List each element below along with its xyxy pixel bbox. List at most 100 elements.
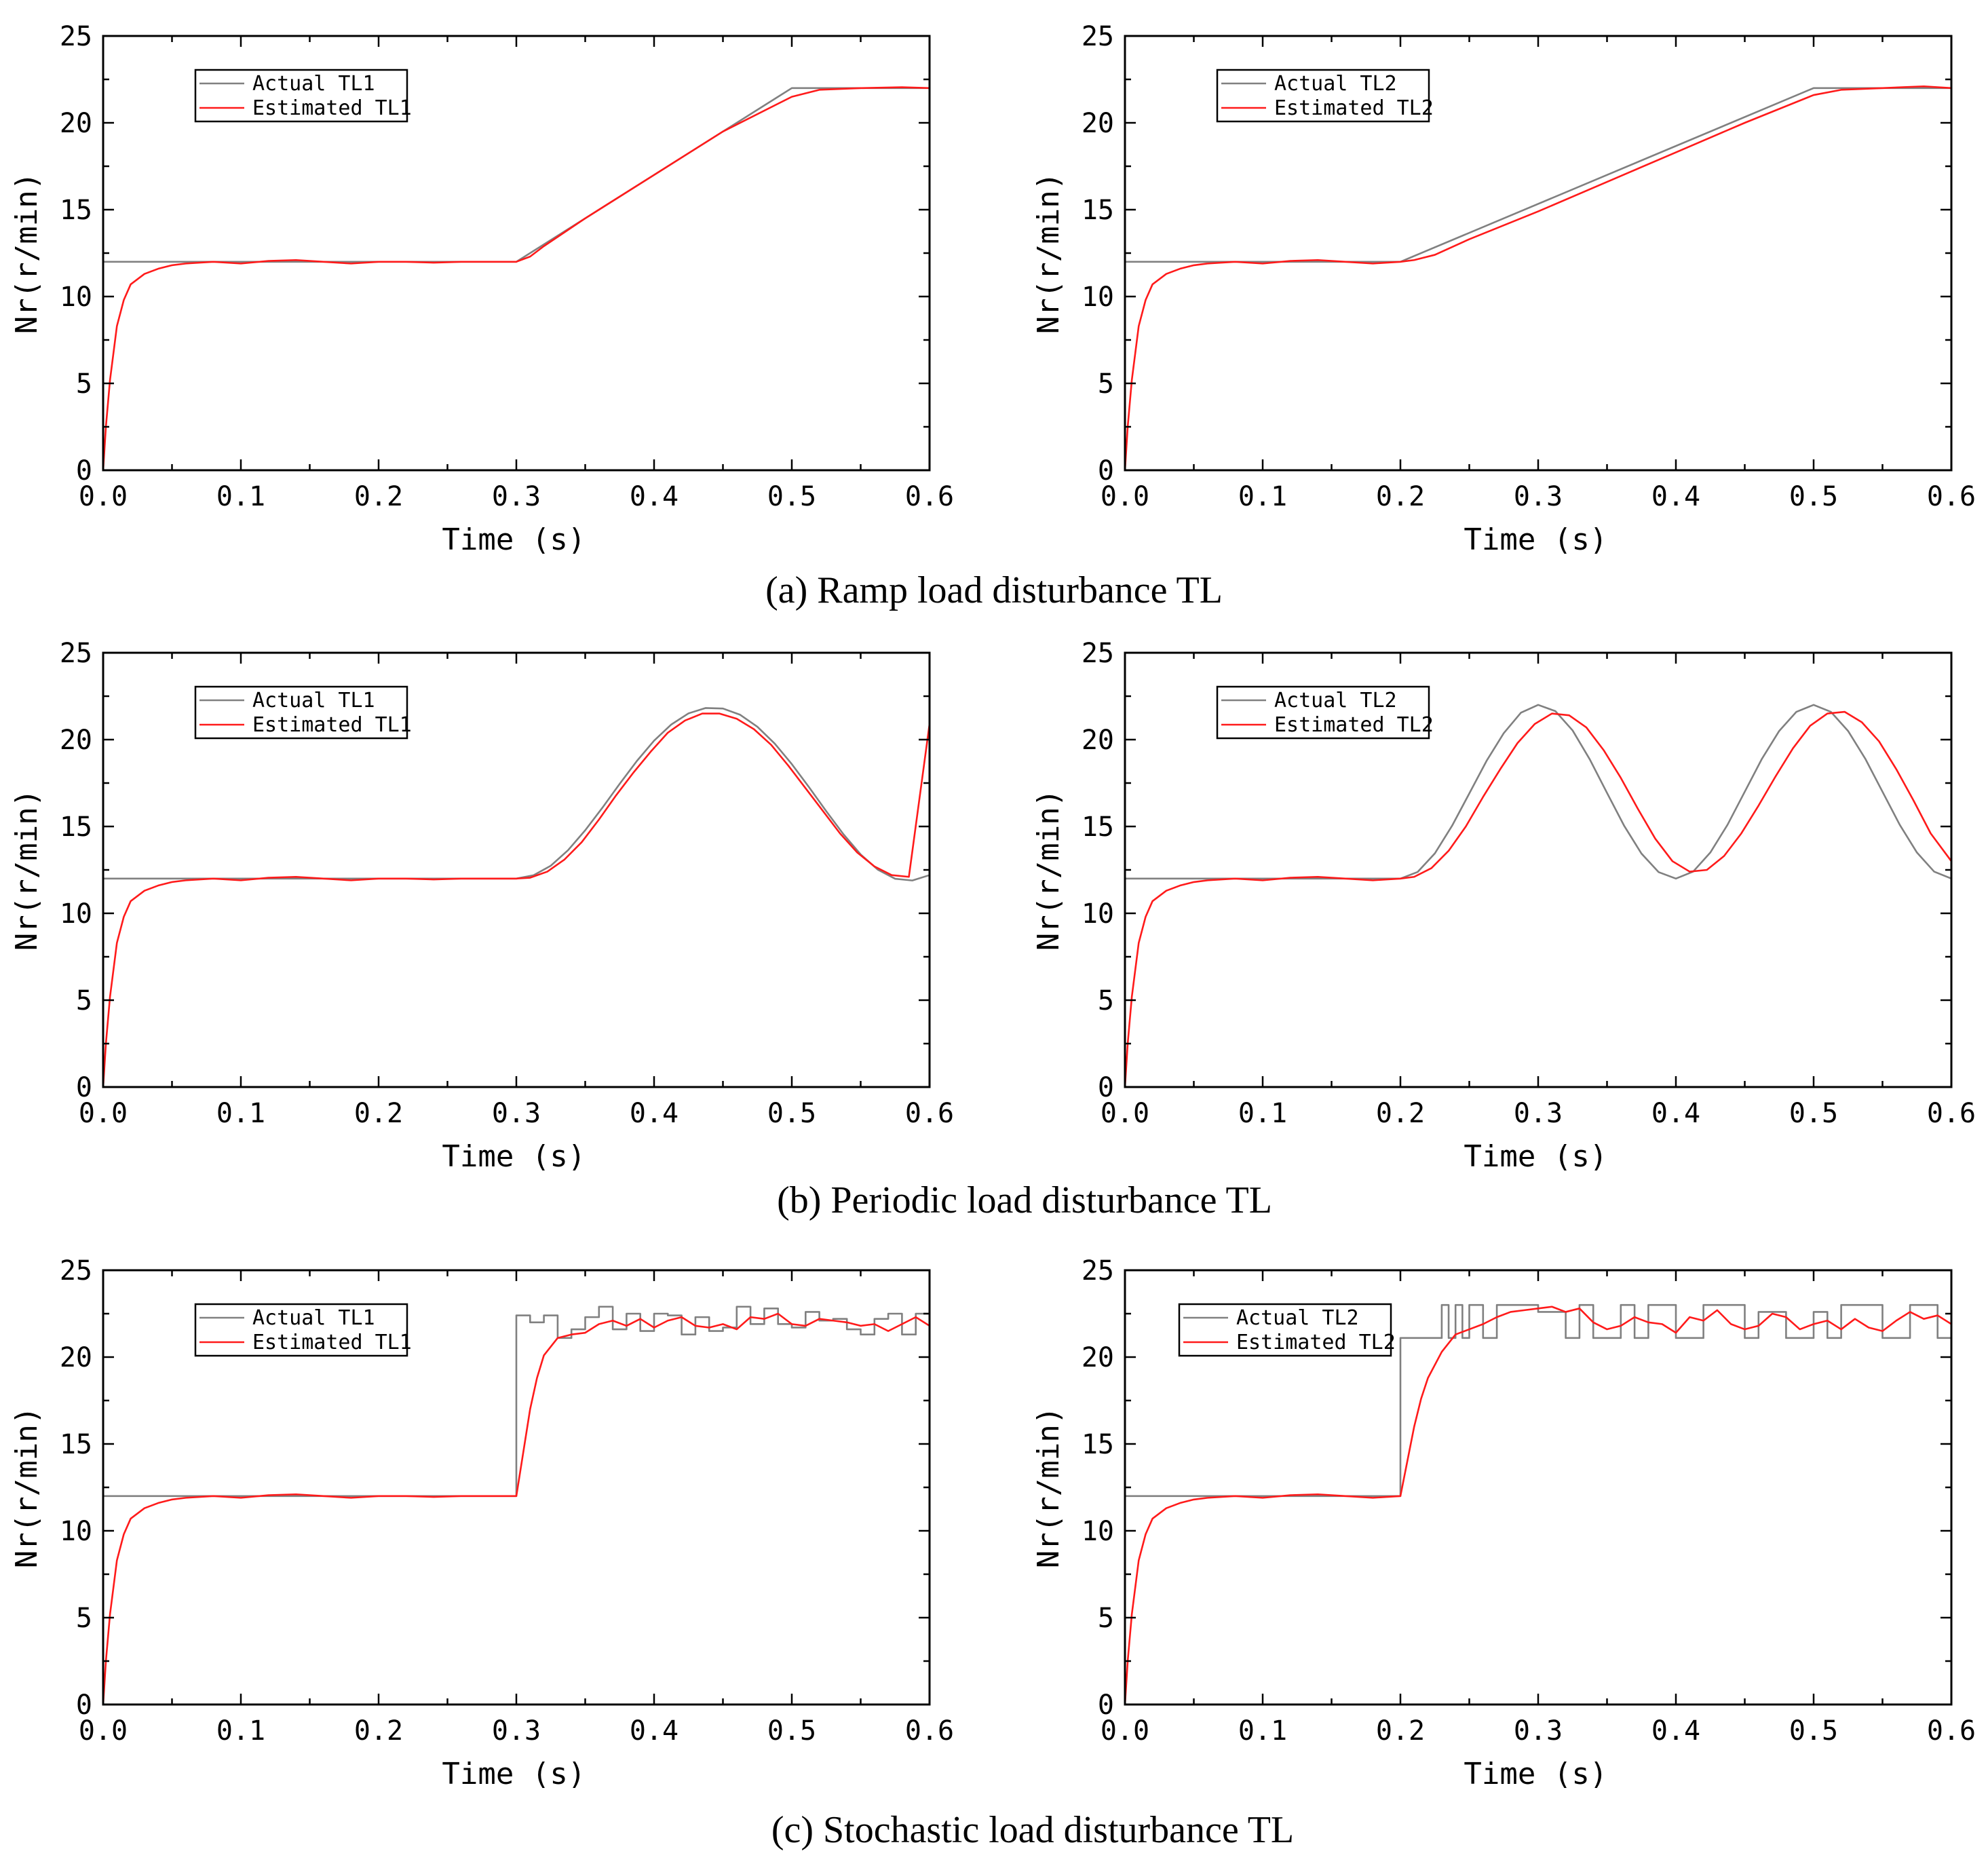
legend-label: Estimated TL1 [252,713,412,737]
series-line-actual-tl2 [1125,1303,1951,1498]
series-line-estimated-tl1 [103,86,930,470]
x-tick-label: 0.4 [630,1098,678,1129]
x-tick-label: 0.6 [905,481,954,512]
series-line-estimated-tl1 [103,1312,930,1705]
y-tick-label: 20 [1082,725,1114,756]
y-tick-label: 25 [1082,21,1114,52]
y-tick-label: 10 [60,282,92,313]
y-tick-label: 5 [1098,368,1114,400]
y-tick-label: 5 [76,368,92,400]
x-tick-label: 0.0 [79,481,128,512]
x-tick-label: 0.0 [79,1098,128,1129]
chart-panels: 0.0 0.1 0.2 0.3 0.4 0.5 0.6 0 5 10 15 20 25 Time (s) N… [9,21,1976,1791]
chart-panel-4: 0.0 0.1 0.2 0.3 0.4 0.5 0.6 0 5 10 15 20 25 Time (s) N… [9,1255,954,1791]
x-tick-label: 0.5 [1789,481,1838,512]
y-tick-label: 20 [60,108,92,139]
y-axis-title: Nr(r/min) [9,172,44,334]
x-tick-label: 0.0 [1101,1715,1149,1747]
chart-panel-0: 0.0 0.1 0.2 0.3 0.4 0.5 0.6 0 5 10 15 20 25 Time (s) N… [9,21,954,557]
legend-box [194,69,408,123]
legend-box [1216,69,1430,123]
x-tick-label: 0.3 [1514,481,1563,512]
chart-panel-2: 0.0 0.1 0.2 0.3 0.4 0.5 0.6 0 5 10 15 20 25 Time (s) N… [9,638,954,1174]
y-tick-label: 15 [60,195,92,226]
legend-label: Estimated TL2 [1274,96,1434,120]
x-tick-label: 0.6 [1927,1098,1976,1129]
y-tick-label: 0 [76,455,92,487]
y-axis-title: Nr(r/min) [1031,172,1066,334]
chart-panel-3: 0.0 0.1 0.2 0.3 0.4 0.5 0.6 0 5 10 15 20 25 Time (s) N… [1031,638,1976,1174]
x-tick-label: 0.2 [354,481,403,512]
legend-label: Actual TL1 [252,689,375,712]
y-tick-label: 15 [1082,195,1114,226]
y-tick-label: 15 [60,1429,92,1460]
x-tick-label: 0.5 [767,481,816,512]
legend-box [1216,685,1430,740]
y-tick-label: 0 [76,1690,92,1721]
x-tick-label: 0.5 [767,1715,816,1747]
y-tick-label: 0 [1098,1072,1114,1103]
x-tick-label: 0.2 [1376,1715,1425,1747]
x-tick-label: 0.0 [79,1715,128,1747]
y-tick-label: 10 [1082,282,1114,313]
x-tick-label: 0.5 [1789,1715,1838,1747]
x-tick-label: 0.3 [1514,1715,1563,1747]
y-tick-label: 5 [1098,1603,1114,1634]
y-tick-label: 5 [1098,985,1114,1016]
y-axis-title: Nr(r/min) [9,789,44,951]
legend-label: Estimated TL2 [1236,1331,1396,1354]
caption-b: (b) Periodic load disturbance TL [777,1179,1272,1221]
series-line-estimated-tl2 [1125,85,1951,470]
x-axis-title: Time (s) [1464,522,1607,557]
x-tick-label: 0.6 [1927,481,1976,512]
x-tick-label: 0.5 [1789,1098,1838,1129]
x-tick-label: 0.4 [630,1715,678,1747]
y-tick-label: 5 [76,1603,92,1634]
x-tick-label: 0.1 [1238,1715,1287,1747]
x-tick-label: 0.3 [492,1098,541,1129]
legend-box [1178,1303,1392,1357]
caption-c: (c) Stochastic load disturbance TL [771,1809,1294,1851]
x-tick-label: 0.1 [216,481,265,512]
y-tick-label: 10 [60,898,92,930]
y-tick-label: 25 [1082,638,1114,669]
x-tick-label: 0.2 [1376,481,1425,512]
x-tick-label: 0.3 [492,481,541,512]
y-tick-label: 20 [60,1342,92,1373]
y-axis-title: Nr(r/min) [1031,1407,1066,1568]
y-tick-label: 0 [1098,1690,1114,1721]
x-tick-label: 0.1 [1238,1098,1287,1129]
x-tick-label: 0.2 [354,1715,403,1747]
legend-label: Estimated TL1 [252,96,412,120]
y-tick-label: 15 [1082,1429,1114,1460]
x-tick-label: 0.5 [767,1098,816,1129]
y-axis-title: Nr(r/min) [9,1407,44,1568]
x-tick-label: 0.6 [905,1715,954,1747]
y-tick-label: 25 [1082,1255,1114,1287]
y-tick-label: 10 [60,1516,92,1547]
x-tick-label: 0.1 [1238,481,1287,512]
y-axis-title: Nr(r/min) [1031,789,1066,951]
y-tick-label: 10 [1082,1516,1114,1547]
x-tick-label: 0.0 [1101,481,1149,512]
series-line-actual-tl1 [103,707,930,881]
y-tick-label: 25 [60,21,92,52]
legend-label: Estimated TL1 [252,1331,412,1354]
series-line-estimated-tl2 [1125,710,1951,1087]
x-tick-label: 0.6 [905,1098,954,1129]
legend-label: Actual TL1 [252,72,375,96]
y-tick-label: 20 [60,725,92,756]
x-tick-label: 0.3 [1514,1098,1563,1129]
legend-box [194,1303,408,1357]
x-tick-label: 0.2 [1376,1098,1425,1129]
y-tick-label: 0 [1098,455,1114,487]
legend-label: Actual TL2 [1236,1306,1359,1330]
series-line-actual-tl2 [1125,704,1951,880]
x-tick-label: 0.6 [1927,1715,1976,1747]
chart-panel-5: 0.0 0.1 0.2 0.3 0.4 0.5 0.6 0 5 10 15 20 25 Time (s) N… [1031,1255,1976,1791]
x-tick-label: 0.4 [630,481,678,512]
x-axis-title: Time (s) [442,1139,586,1174]
series-line-estimated-tl1 [103,712,930,1087]
x-tick-label: 0.0 [1101,1098,1149,1129]
y-tick-label: 15 [1082,812,1114,843]
